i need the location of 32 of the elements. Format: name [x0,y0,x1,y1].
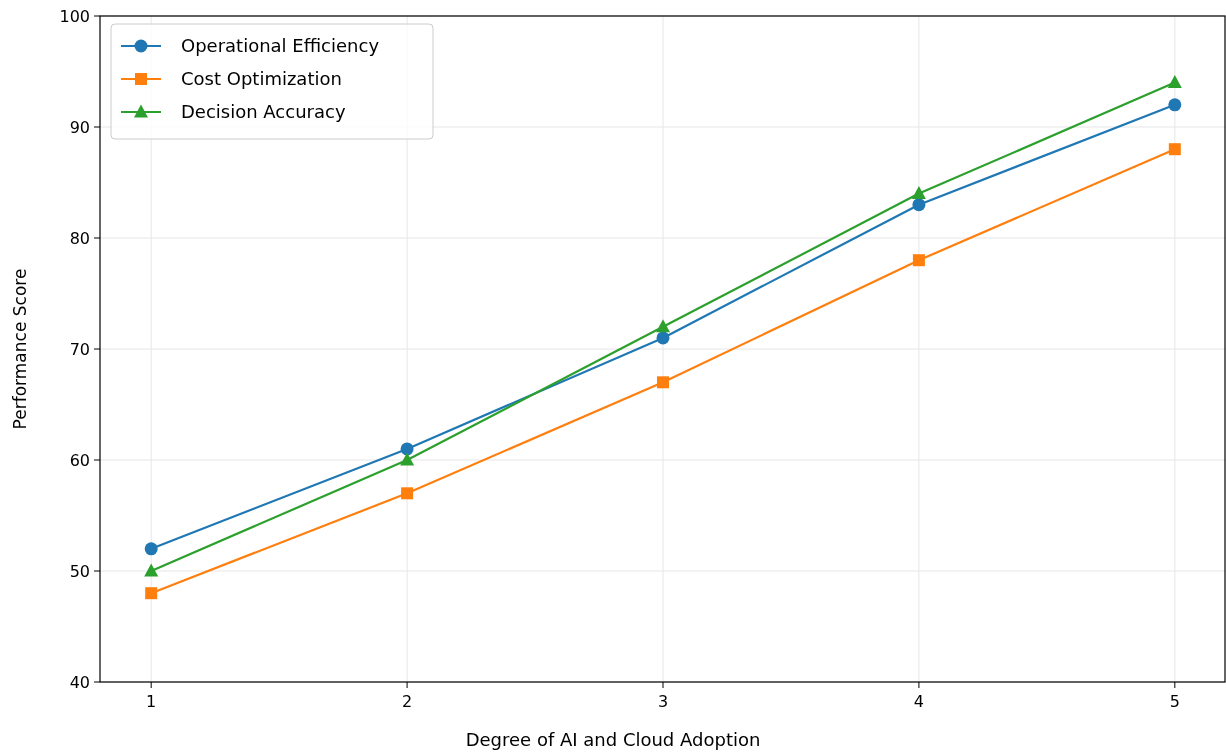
point [145,587,158,600]
point [144,542,158,556]
y-axis-title: Performance Score [10,268,30,430]
legend-label: Cost Optimization [181,68,342,90]
point [657,376,669,389]
legend-label: Operational Efficiency [181,35,380,57]
x-tick-label: 4 [913,692,924,711]
point [1167,75,1182,89]
point [912,198,926,212]
x-tick-label: 1 [146,692,157,711]
y-tick-label: 40 [69,672,90,692]
y-tick-label: 80 [69,228,90,248]
y-tick-label: 100 [59,6,90,26]
x-tick-label: 3 [657,692,669,711]
x-tick-label: 5 [1169,692,1180,711]
y-tick-label: 50 [69,561,90,581]
point [656,319,670,333]
point [401,487,414,500]
x-tick-label: 2 [402,692,413,711]
point [400,452,415,466]
legend-label: Decision Accuracy [181,101,346,123]
y-tick-label: 70 [69,339,90,359]
point [912,254,925,267]
point [1168,143,1181,156]
x-axis-title: Degree of AI and Cloud Adoption [465,729,761,750]
y-tick-label: 60 [69,450,90,470]
point [911,186,926,200]
point [144,563,159,577]
point [400,442,414,456]
y-tick-label: 90 [69,117,90,137]
point [656,331,670,345]
point [1168,98,1182,112]
